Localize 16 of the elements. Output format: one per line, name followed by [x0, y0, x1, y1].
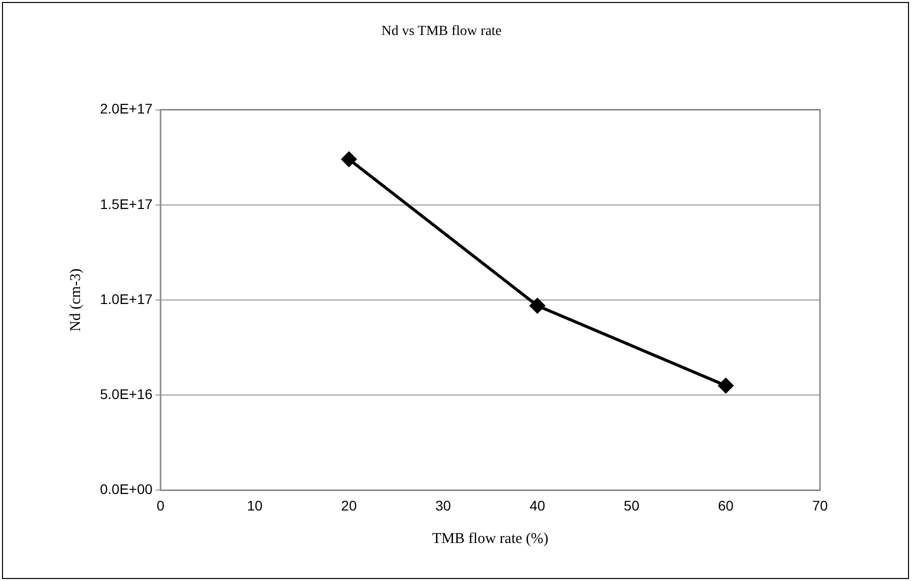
chart-title: Nd vs TMB flow rate — [381, 24, 502, 40]
y-tick-label: 1.5E+17 — [100, 196, 153, 212]
x-tick-label: 70 — [812, 497, 828, 514]
x-tick-label: 10 — [246, 497, 263, 514]
x-tick-label: 20 — [341, 497, 357, 514]
x-axis-title: TMB flow rate (%) — [432, 530, 548, 547]
y-tick-label: 1.0E+17 — [100, 290, 153, 307]
x-tick-label: 0 — [156, 497, 165, 514]
x-tick-label: 30 — [435, 497, 452, 514]
y-tick-label: 2.0E+17 — [100, 100, 153, 117]
x-tick-label: 50 — [624, 497, 640, 514]
y-tick-label: 0.0E+00 — [100, 481, 153, 498]
y-axis-title: Nd (cm-3) — [68, 268, 84, 332]
y-tick-label: 5.0E+16 — [100, 386, 153, 402]
x-tick-label: 40 — [530, 497, 546, 514]
x-tick-label: 60 — [718, 497, 734, 514]
